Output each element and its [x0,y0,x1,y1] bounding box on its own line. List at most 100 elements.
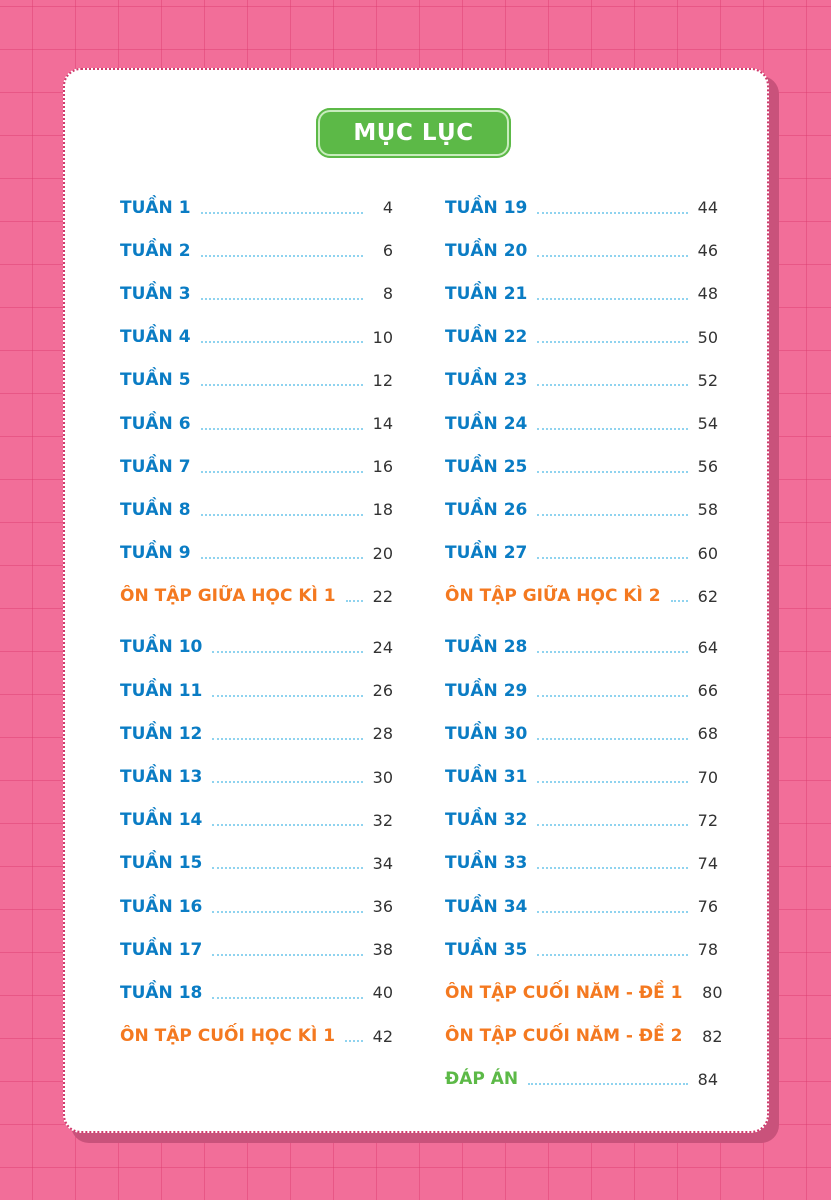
toc-entry[interactable]: ÔN TẬP CUỐI NĂM - ĐỀ 2 82 [445,1015,723,1058]
toc-entry[interactable]: ÔN TẬP GIỮA HỌC KÌ 2 62 [445,575,718,618]
toc-entry[interactable]: TUẦN 21 48 [445,272,718,315]
toc-entry[interactable]: TUẦN 8 18 [120,488,393,531]
toc-entry[interactable]: TUẦN 31 70 [445,755,718,798]
toc-entry[interactable]: TUẦN 27 60 [445,532,718,575]
toc-entry[interactable]: TUẦN 4 10 [120,316,393,359]
toc-page-number: 48 [697,284,718,304]
toc-page-number: 74 [697,853,718,873]
toc-page-number: 30 [372,767,393,787]
dot-leader [345,1040,363,1043]
toc-entry[interactable]: TUẦN 28 64 [445,626,718,669]
toc-entry-label: TUẦN 2 [120,240,191,261]
toc-entry[interactable]: ÔN TẬP CUỐI HỌC KÌ 1 42 [120,1015,393,1058]
toc-entry-label: TUẦN 23 [445,370,528,391]
toc-page-number: 56 [697,457,718,477]
toc-entry[interactable]: ÔN TẬP GIỮA HỌC KÌ 1 22 [120,575,393,618]
toc-entry[interactable]: TUẦN 30 68 [445,712,718,755]
toc-entry-label: TUẦN 25 [445,456,528,477]
dot-leader [537,651,688,654]
toc-entry-label: TUẦN 8 [120,499,191,520]
toc-page-number: 8 [382,284,393,304]
toc-entry[interactable]: TUẦN 5 12 [120,359,393,402]
toc-entry-label: TUẦN 10 [120,637,203,658]
toc-entry-label: TUẦN 34 [445,896,528,917]
dot-leader [537,211,688,214]
toc-entry-label: TUẦN 27 [445,543,528,564]
toc-entry[interactable]: TUẦN 23 52 [445,359,718,402]
toc-entry[interactable]: TUẦN 26 58 [445,488,718,531]
toc-page-number: 34 [372,853,393,873]
toc-page-number: 24 [372,637,393,657]
toc-page-number: 40 [372,983,393,1003]
toc-entry-label: TUẦN 35 [445,939,528,960]
toc-entry-label: TUẦN 26 [445,499,528,520]
toc-entry-label: TUẦN 24 [445,413,528,434]
toc-entry-label: ÔN TẬP GIỮA HỌC KÌ 1 [120,586,336,607]
toc-entry-label: TUẦN 14 [120,810,203,831]
toc-entry[interactable]: TUẦN 32 72 [445,799,718,842]
dot-leader [212,824,363,827]
toc-page-number: 16 [372,457,393,477]
toc-entry-label: TUẦN 9 [120,543,191,564]
toc-entry[interactable]: ĐÁP ÁN 84 [445,1058,718,1101]
toc-page-number: 36 [372,897,393,917]
toc-entry[interactable]: TUẦN 34 76 [445,885,718,928]
toc-entry[interactable]: TUẦN 11 26 [120,669,393,712]
toc-entry-label: TUẦN 32 [445,810,528,831]
toc-entry[interactable]: TUẦN 7 16 [120,445,393,488]
toc-page-number: 52 [697,370,718,390]
dot-leader [212,694,363,697]
toc-entry[interactable]: TUẦN 14 32 [120,799,393,842]
toc-page-number: 46 [697,241,718,261]
toc-page-number: 54 [697,414,718,434]
toc-entry-label: TUẦN 19 [445,197,528,218]
toc-entry[interactable]: TUẦN 25 56 [445,445,718,488]
toc-entry[interactable]: TUẦN 2 6 [120,229,393,272]
toc-entry-label: TUẦN 16 [120,896,203,917]
toc-entry-label: ÔN TẬP GIỮA HỌC KÌ 2 [445,586,661,607]
toc-entry[interactable]: TUẦN 20 46 [445,229,718,272]
toc-entry[interactable]: TUẦN 19 44 [445,186,718,229]
toc-page-number: 64 [697,637,718,657]
toc-entry[interactable]: TUẦN 33 74 [445,842,718,885]
dot-leader [537,867,688,870]
dot-leader [537,427,688,430]
toc-entry[interactable]: TUẦN 16 36 [120,885,393,928]
toc-entry[interactable]: ÔN TẬP CUỐI NĂM - ĐỀ 1 80 [445,971,723,1014]
toc-entry[interactable]: TUẦN 35 78 [445,928,718,971]
dot-leader [212,651,363,654]
toc-entry[interactable]: TUẦN 29 66 [445,669,718,712]
dot-leader [537,513,688,516]
toc-entry[interactable]: TUẦN 13 30 [120,755,393,798]
toc-entry[interactable]: TUẦN 6 14 [120,402,393,445]
toc-page-number: 26 [372,681,393,701]
toc-entry-label: TUẦN 15 [120,853,203,874]
toc-page-number: 20 [372,543,393,563]
toc-page-number: 50 [697,327,718,347]
dot-leader [537,781,688,784]
toc-entry[interactable]: TUẦN 12 28 [120,712,393,755]
toc-page-number: 42 [372,1026,393,1046]
toc-entry-label: ÔN TẬP CUỐI NĂM - ĐỀ 2 [445,1026,683,1047]
toc-entry[interactable]: TUẦN 22 50 [445,316,718,359]
toc-entry[interactable]: TUẦN 17 38 [120,928,393,971]
toc-entry[interactable]: TUẦN 3 8 [120,272,393,315]
toc-entry[interactable]: TUẦN 1 4 [120,186,393,229]
toc-page-number: 28 [372,724,393,744]
toc-entry-label: TUẦN 1 [120,197,191,218]
toc-entry[interactable]: TUẦN 24 54 [445,402,718,445]
toc-page-number: 44 [697,198,718,218]
toc-entry[interactable]: TUẦN 18 40 [120,971,393,1014]
dot-leader [200,427,363,430]
toc-entry[interactable]: TUẦN 10 24 [120,626,393,669]
dot-leader [200,557,363,560]
toc-entry[interactable]: TUẦN 9 20 [120,532,393,575]
toc-entry-label: TUẦN 30 [445,723,528,744]
toc-entry[interactable]: TUẦN 15 34 [120,842,393,885]
toc-page-number: 62 [697,586,718,606]
toc-page-number: 66 [697,681,718,701]
toc-right-column: TUẦN 19 44 TUẦN 20 46 TUẦN 21 48 TUẦN 22 50 TUẦN… [445,186,723,1101]
toc-entry-label: TUẦN 29 [445,680,528,701]
toc-entry-label: TUẦN 33 [445,853,528,874]
toc-entry-label: TUẦN 22 [445,327,528,348]
